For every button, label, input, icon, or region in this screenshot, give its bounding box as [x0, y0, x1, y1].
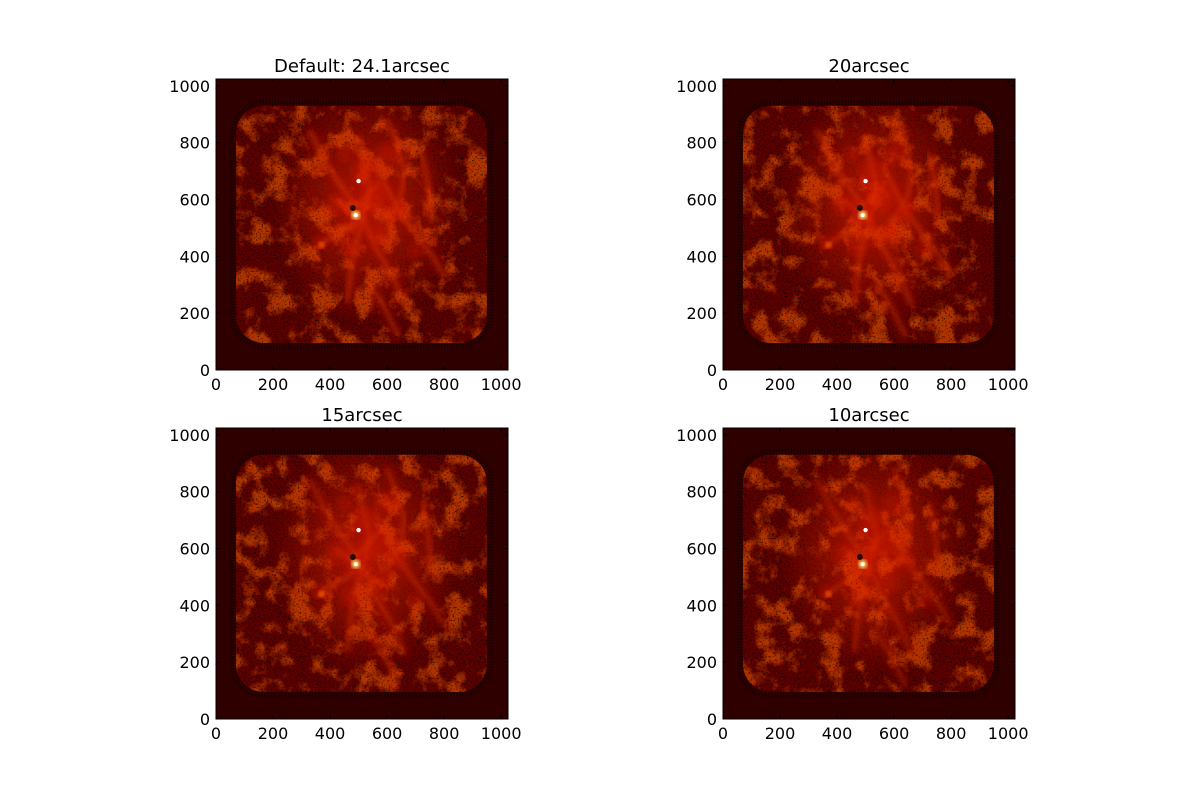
y-tick-label: 600: [179, 539, 210, 558]
heatmap-image: [216, 79, 508, 370]
x-tick-label: 400: [822, 724, 853, 743]
y-tick-label: 600: [686, 539, 717, 558]
y-tick-label: 600: [686, 190, 717, 209]
x-tick-label: 0: [718, 375, 728, 394]
x-tick-label: 800: [429, 724, 460, 743]
chart-title: 10arcsec: [828, 405, 909, 426]
y-tick-label: 200: [686, 653, 717, 672]
y-tick-label: 1000: [676, 426, 717, 445]
y-tick-label: 1000: [676, 77, 717, 96]
heatmap-panel: 0 200 400 600 800 1000 0 200 400 600 800 1000 20arcs…: [676, 56, 1028, 394]
x-tick-label: 600: [879, 375, 910, 394]
chart-title: Default: 24.1arcsec: [274, 56, 450, 77]
y-tick-label: 400: [179, 247, 210, 266]
y-tick-label: 600: [179, 190, 210, 209]
x-tick-label: 1000: [988, 375, 1029, 394]
y-tick-label: 400: [686, 247, 717, 266]
y-tick-label: 400: [686, 596, 717, 615]
y-tick-label: 800: [179, 134, 210, 153]
heatmap-image: [723, 428, 1015, 719]
x-tick-label: 800: [936, 375, 967, 394]
axes-frame: [215, 427, 509, 720]
heatmap-panel: 0 200 400 600 800 1000 0 200 400 600 800 1000 Defaul…: [169, 56, 521, 394]
x-tick-label: 400: [822, 375, 853, 394]
chart-title: 20arcsec: [828, 56, 909, 77]
heatmap-panel: 0 200 400 600 800 1000 0 200 400 600 800 1000 10arcs…: [676, 405, 1028, 743]
y-tick-label: 800: [179, 483, 210, 502]
y-tick-label: 200: [179, 304, 210, 323]
x-tick-label: 600: [372, 724, 403, 743]
y-tick-label: 200: [686, 304, 717, 323]
x-tick-label: 200: [258, 375, 289, 394]
heatmap-image: [216, 428, 508, 719]
x-tick-label: 0: [211, 375, 221, 394]
x-tick-label: 400: [315, 375, 346, 394]
y-tick-label: 1000: [169, 426, 210, 445]
x-tick-label: 600: [372, 375, 403, 394]
y-tick-label: 0: [200, 361, 210, 380]
x-tick-label: 200: [258, 724, 289, 743]
x-tick-label: 0: [211, 724, 221, 743]
y-tick-label: 1000: [169, 77, 210, 96]
heatmap-panel: 0 200 400 600 800 1000 0 200 400 600 800 1000 15arcs…: [169, 405, 521, 743]
axes-frame: [215, 78, 509, 371]
y-tick-label: 800: [686, 483, 717, 502]
y-tick-label: 800: [686, 134, 717, 153]
axes-frame: [722, 78, 1016, 371]
x-tick-label: 800: [936, 724, 967, 743]
y-tick-label: 0: [707, 710, 717, 729]
x-tick-label: 0: [718, 724, 728, 743]
x-tick-label: 1000: [481, 724, 522, 743]
y-tick-label: 0: [707, 361, 717, 380]
chart-title: 15arcsec: [321, 405, 402, 426]
x-tick-label: 600: [879, 724, 910, 743]
y-tick-label: 200: [179, 653, 210, 672]
heatmap-image: [723, 79, 1015, 370]
x-tick-label: 1000: [481, 375, 522, 394]
y-tick-label: 400: [179, 596, 210, 615]
x-tick-label: 1000: [988, 724, 1029, 743]
y-tick-label: 0: [200, 710, 210, 729]
axes-frame: [722, 427, 1016, 720]
x-tick-label: 400: [315, 724, 346, 743]
x-tick-label: 200: [765, 724, 796, 743]
x-tick-label: 200: [765, 375, 796, 394]
x-tick-label: 800: [429, 375, 460, 394]
